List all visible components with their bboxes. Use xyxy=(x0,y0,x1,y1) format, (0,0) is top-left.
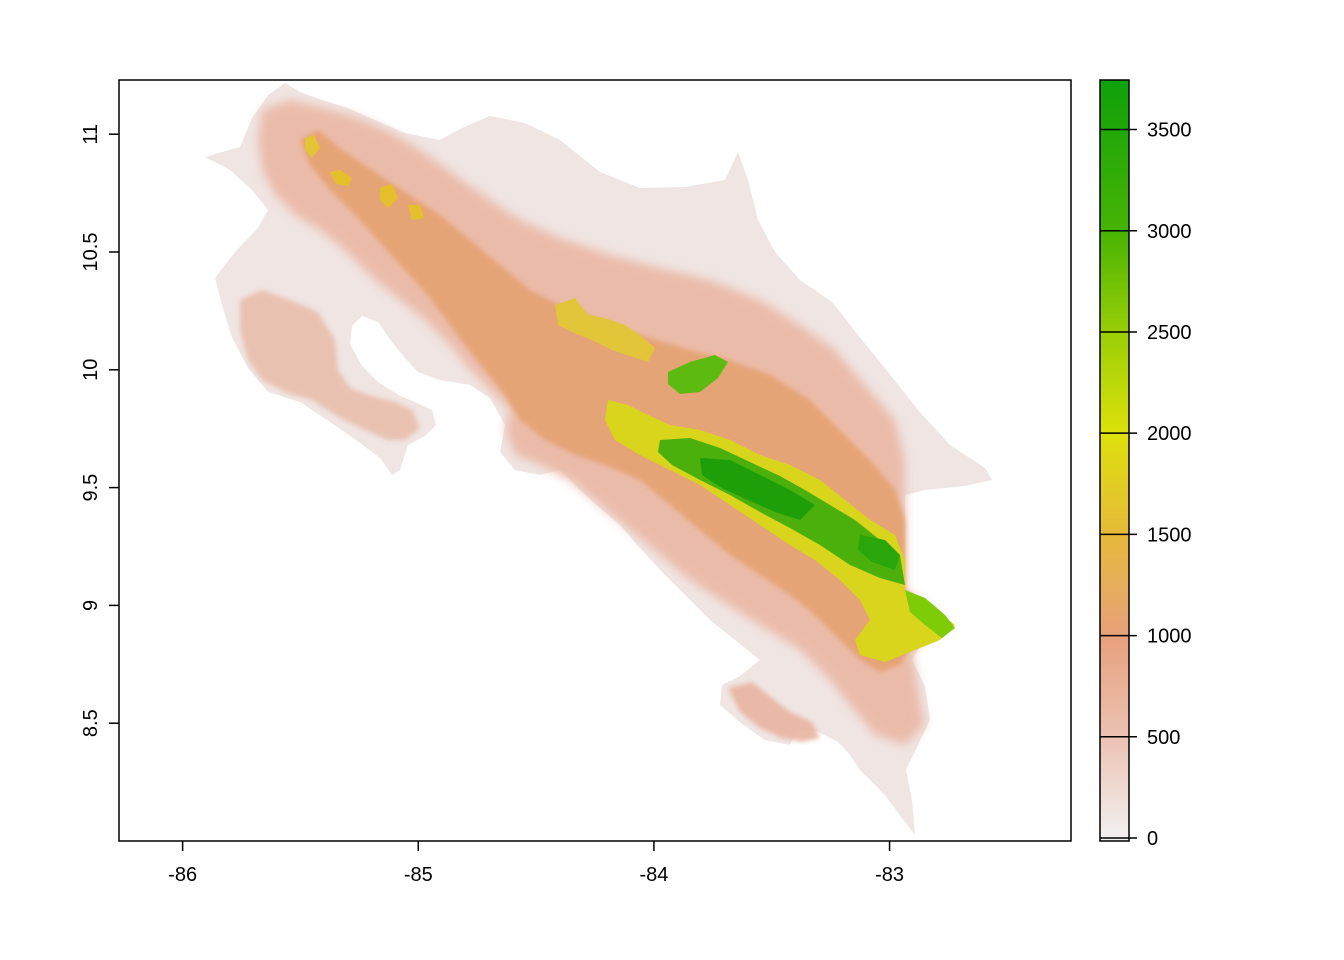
central-volcanic-range xyxy=(555,298,655,362)
x-tick-label: -84 xyxy=(639,864,668,886)
rincon-volcano xyxy=(305,135,320,158)
chirripo-peak xyxy=(700,458,815,520)
x-tick-label: -86 xyxy=(168,864,197,886)
legend-tick-label: 2500 xyxy=(1147,322,1192,344)
cordillera-midlands xyxy=(300,130,925,672)
legend-frame xyxy=(1099,79,1130,842)
y-axis: 8.5 9 9.5 10 10.5 11 xyxy=(80,124,119,737)
legend-tick-label: 500 xyxy=(1147,727,1180,749)
tenorio-volcano xyxy=(380,184,398,208)
y-tick-label: 11 xyxy=(80,124,102,145)
legend-tick-label: 3500 xyxy=(1147,120,1192,142)
plot-frame xyxy=(118,79,1072,842)
legend-tick-label: 3000 xyxy=(1147,221,1192,243)
legend-tick-label: 1000 xyxy=(1147,626,1192,648)
x-axis: -86 -85 -84 -83 xyxy=(168,841,904,886)
guanacaste-volcanoes xyxy=(330,170,352,186)
osa-hills xyxy=(728,682,820,742)
arenal-area xyxy=(408,205,424,220)
legend-ticks: 0 500 1000 1500 2000 2500 3000 3500 xyxy=(1100,120,1192,850)
legend-tick-label: 1500 xyxy=(1147,524,1192,546)
y-tick-label: 9 xyxy=(80,600,102,611)
x-tick-label: -83 xyxy=(875,864,904,886)
nicoya-foothills xyxy=(240,290,420,440)
y-tick-label: 10 xyxy=(80,359,102,381)
legend-tick-label: 2000 xyxy=(1147,423,1192,445)
y-tick-label: 8.5 xyxy=(80,709,102,737)
map-panel xyxy=(205,83,992,835)
legend-color-bar xyxy=(1100,80,1129,841)
border-ridge xyxy=(905,590,955,638)
legend-tick-label: 0 xyxy=(1147,828,1158,850)
talamanca-peak-east xyxy=(858,535,900,570)
x-tick-label: -85 xyxy=(404,864,433,886)
y-tick-label: 9.5 xyxy=(80,474,102,502)
color-legend: 0 500 1000 1500 2000 2500 3000 3500 xyxy=(1099,79,1192,850)
y-tick-label: 10.5 xyxy=(80,233,102,272)
irazu-turrialba-summit xyxy=(668,355,728,394)
